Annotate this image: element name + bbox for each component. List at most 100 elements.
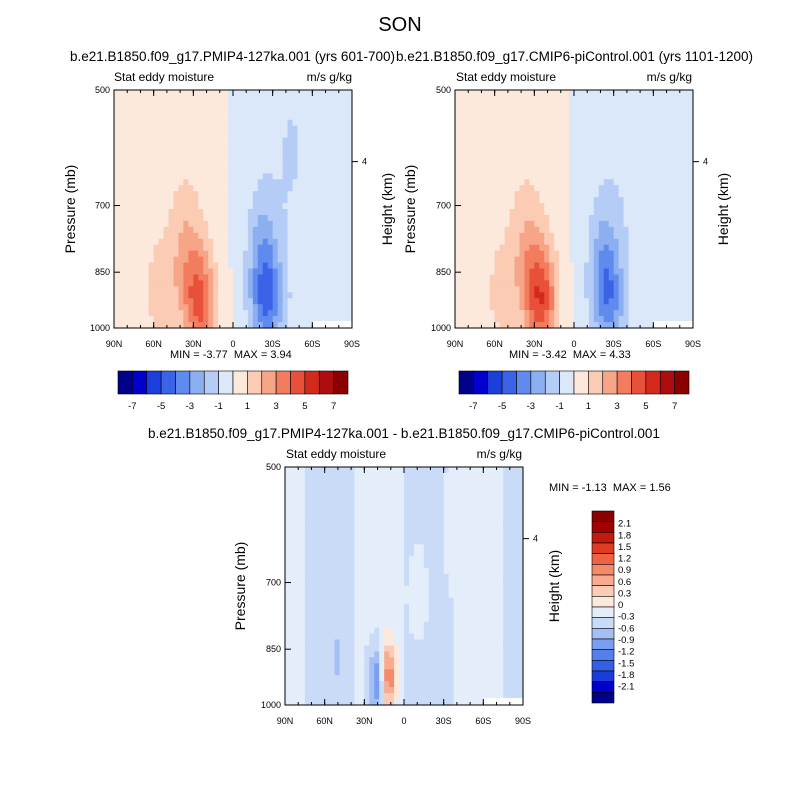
heatmap-cell (203, 203, 209, 210)
heatmap-cell (168, 179, 175, 186)
heatmap-cell (428, 550, 435, 557)
heatmap-cell (603, 214, 610, 222)
heatmap-cell (474, 119, 481, 127)
heatmap-cell (302, 167, 308, 174)
heatmap-cell (504, 167, 511, 174)
heatmap-cell (628, 90, 635, 97)
heatmap-cell (559, 149, 565, 157)
heatmap-cell (364, 508, 370, 516)
heatmap-cell (317, 107, 323, 115)
heatmap-cell (455, 113, 461, 121)
heatmap-cell (529, 131, 535, 139)
heatmap-cell (277, 274, 284, 281)
heatmap-cell (203, 137, 209, 145)
heatmap-cell (648, 113, 654, 121)
heatmap-cell (282, 149, 289, 157)
heatmap-cell (337, 250, 343, 258)
heatmap-cell (252, 161, 259, 168)
heatmap-cell (643, 185, 649, 192)
heatmap-cell (242, 161, 249, 168)
heatmap-cell (237, 274, 244, 281)
heatmap-cell (327, 161, 333, 168)
heatmap-cell (297, 238, 304, 246)
heatmap-cell (494, 209, 501, 216)
heatmap-cell (133, 262, 140, 270)
heatmap-cell (203, 197, 209, 204)
heatmap-cell (324, 520, 331, 528)
heatmap-cell (297, 173, 304, 180)
heatmap-cell (252, 107, 259, 115)
heatmap-cell (247, 179, 254, 186)
heatmap-cell (262, 155, 269, 162)
heatmap-cell (285, 568, 291, 575)
heatmap-cell (544, 131, 550, 139)
heatmap-cell (267, 232, 274, 240)
heatmap-cell (262, 113, 269, 121)
heatmap-cell (559, 101, 565, 109)
heatmap-cell (583, 173, 590, 180)
heatmap-cell (342, 113, 348, 121)
heatmap-cell (559, 214, 565, 222)
heatmap-cell (148, 113, 155, 121)
heatmap-cell (418, 556, 425, 563)
heatmap-cell (262, 203, 269, 210)
heatmap-cell (379, 520, 385, 528)
heatmap-cell (478, 544, 484, 551)
heatmap-cell (302, 161, 308, 168)
heatmap-cell (474, 143, 481, 151)
heatmap-cell (183, 179, 189, 186)
heatmap-cell (272, 101, 279, 109)
heatmap-cell (349, 562, 356, 569)
heatmap-cell (503, 550, 509, 557)
heatmap-cell (663, 220, 669, 228)
heatmap-cell (322, 214, 328, 222)
heatmap-cell (623, 113, 630, 121)
heatmap-cell (583, 95, 590, 103)
heatmap-cell (418, 490, 425, 498)
heatmap-field (285, 467, 524, 706)
heatmap-cell (148, 310, 155, 317)
heatmap-cell (342, 268, 348, 276)
heatmap-cell (509, 155, 516, 162)
heatmap-cell (128, 268, 135, 276)
heatmap-cell (648, 155, 654, 162)
heatmap-cell (337, 214, 343, 222)
heatmap-cell (163, 149, 170, 157)
heatmap-cell (148, 256, 155, 264)
heatmap-cell (549, 214, 555, 222)
heatmap-cell (198, 250, 204, 258)
heatmap-cell (272, 161, 279, 168)
heatmap-cell (153, 125, 160, 133)
heatmap-cell (554, 90, 560, 97)
heatmap-cell (648, 119, 654, 127)
heatmap-cell (504, 143, 511, 151)
heatmap-cell (464, 95, 471, 103)
heatmap-cell (198, 203, 204, 210)
heatmap-cell (404, 568, 410, 575)
heatmap-cell (673, 95, 679, 103)
heatmap-cell (633, 167, 640, 174)
heatmap-cell (223, 250, 229, 258)
heatmap-cell (158, 268, 165, 276)
heatmap-cell (327, 274, 333, 281)
missing-data-region (312, 321, 352, 328)
heatmap-cell (349, 532, 356, 539)
heatmap-cell (272, 131, 279, 139)
heatmap-cell (668, 191, 674, 198)
heatmap-cell (544, 113, 550, 121)
heatmap-cell (514, 143, 521, 151)
heatmap-cell (118, 304, 125, 311)
heatmap-cell (223, 274, 229, 281)
heatmap-cell (349, 568, 356, 575)
heatmap-cell (549, 131, 555, 139)
heatmap-cell (133, 292, 140, 299)
heatmap-cell (213, 214, 219, 222)
heatmap-cell (193, 304, 199, 311)
heatmap-cell (158, 95, 165, 103)
heatmap-cell (282, 125, 289, 133)
heatmap-cell (285, 550, 291, 557)
heatmap-cell (574, 214, 580, 222)
heatmap-cell (443, 478, 450, 486)
heatmap-cell (287, 304, 294, 311)
heatmap-cell (218, 226, 224, 234)
